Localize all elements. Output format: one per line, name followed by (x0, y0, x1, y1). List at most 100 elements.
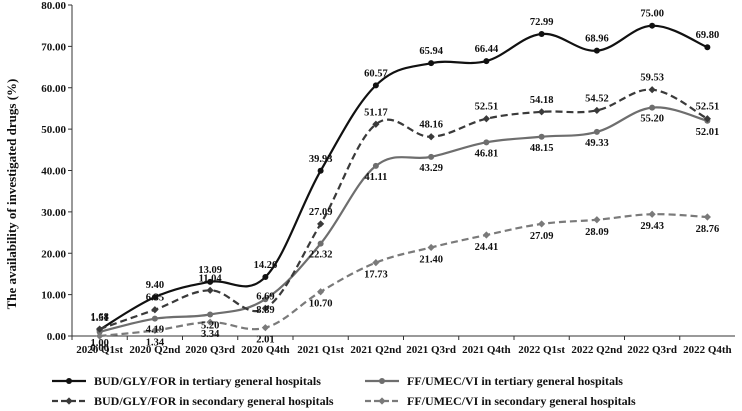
y-tick-label: 70.00 (41, 41, 66, 53)
series-2-point (151, 315, 158, 322)
x-tick-label: 2021 Q1st (297, 344, 344, 356)
series-3-point (648, 86, 656, 94)
series-4-point (96, 332, 104, 340)
x-tick-label: 2020 Q4th (241, 344, 290, 356)
y-tick-label: 20.00 (41, 248, 66, 260)
data-label: 21.40 (419, 254, 443, 265)
legend-marker (378, 397, 386, 405)
legend-marker (65, 397, 73, 405)
series-4-point (703, 213, 711, 221)
data-label: 8.89 (256, 305, 274, 316)
series-line-4 (99, 213, 708, 338)
x-axis-ticks: 2020 Q1st 2020 Q2nd 2020 Q3rd 2020 Q4th 2021… (71, 336, 732, 356)
y-tick-label: 40.00 (41, 166, 66, 178)
data-label: 46.81 (475, 148, 499, 159)
data-label: 13.09 (198, 265, 222, 276)
legend-label: FF/UMEC/VI in secondary general hospital… (407, 394, 636, 408)
series-2-point (207, 311, 214, 318)
x-tick-label: 2021 Q4th (462, 344, 511, 356)
series-2-point (262, 296, 269, 303)
data-label: 51.17 (364, 107, 388, 118)
data-label: 49.33 (585, 138, 609, 149)
series-4-point (151, 326, 159, 335)
data-label: 6.69 (256, 291, 274, 302)
series-2-point (372, 162, 379, 169)
data-label: 60.57 (364, 68, 388, 79)
series-1-point (649, 22, 656, 29)
data-label: 10.70 (309, 299, 333, 310)
series-3-point (96, 325, 104, 333)
series-2-point (483, 139, 490, 146)
series-line-2 (99, 106, 708, 333)
legend-label: FF/UMEC/VI in tertiary general hospitals (407, 374, 623, 388)
data-label: 0.00 (90, 343, 108, 354)
series-3-point (427, 133, 435, 141)
x-tick-label: 2021 Q3rd (406, 344, 456, 356)
data-label: 22.32 (309, 250, 333, 261)
data-label: 2.01 (256, 335, 274, 346)
axes (71, 5, 735, 337)
data-label: 48.16 (419, 120, 443, 131)
series-3-point (703, 115, 711, 123)
data-label: 52.01 (696, 127, 720, 138)
series-lines (96, 22, 711, 340)
series-line-3 (99, 88, 708, 331)
series-3-point (482, 115, 490, 123)
data-label: 65.94 (419, 46, 443, 57)
series-2-point (428, 153, 435, 160)
legend: BUD/GLY/FOR in tertiary general hospital… (52, 374, 636, 408)
series-1-point (428, 60, 435, 67)
data-label: 5.20 (201, 320, 219, 331)
series-1-point (593, 47, 600, 54)
legend-label: BUD/GLY/FOR in secondary general hospita… (94, 394, 334, 408)
x-tick-label: 2021 Q2nd (350, 344, 401, 356)
data-label: 1.34 (146, 337, 165, 348)
data-label: 14.26 (254, 260, 278, 271)
data-label: 43.29 (419, 163, 443, 174)
series-1-point (372, 82, 379, 89)
series-4-point (593, 216, 601, 224)
y-tick-label: 50.00 (41, 124, 66, 136)
x-tick-label: 2022 Q3rd (627, 344, 677, 356)
series-4-point (261, 324, 269, 332)
data-label: 24.41 (475, 242, 499, 253)
series-3-point (593, 106, 601, 115)
series-3-point (317, 220, 325, 228)
series-2-point (649, 104, 656, 111)
y-tick-label: 30.00 (41, 207, 66, 219)
x-tick-label: 2022 Q1st (518, 344, 565, 356)
data-label: 1.68 (90, 312, 108, 323)
data-label: 11.04 (199, 273, 223, 284)
legend-marker (379, 378, 385, 384)
x-tick-label: 2022 Q4th (683, 344, 732, 356)
data-label: 55.20 (640, 114, 664, 125)
series-4-point (317, 288, 325, 296)
data-label: 48.15 (530, 143, 554, 154)
series-3-point (206, 286, 214, 294)
series-4-point (427, 243, 435, 252)
series-2-point (538, 133, 545, 140)
data-label: 59.53 (640, 73, 664, 84)
y-tick-label: 10.00 (41, 290, 66, 302)
data-label: 28.09 (585, 227, 609, 238)
series-1-point (483, 58, 490, 65)
data-label: 52.51 (475, 102, 499, 113)
data-label: 27.09 (530, 231, 554, 242)
y-axis-ticks: 0.00 10.00 20.00 30.00 40.00 50.00 60.00 70.00 8… (41, 0, 72, 343)
data-label: 1.00 (90, 338, 108, 349)
series-2-point (317, 240, 324, 247)
x-tick-label: 2020 Q3rd (185, 344, 235, 356)
series-3-point (261, 304, 269, 312)
series-1-point (704, 44, 711, 51)
data-label: 66.44 (475, 44, 499, 55)
series-1-point (207, 278, 214, 285)
data-label: 41.11 (364, 172, 387, 183)
x-tick-label: 2020 Q2nd (129, 344, 180, 356)
legend-marker (66, 378, 72, 384)
data-label: 1.51 (90, 313, 108, 324)
y-tick-label: 0.00 (47, 331, 67, 343)
series-1-point (262, 273, 269, 280)
data-label: 29.43 (640, 221, 664, 232)
y-tick-label: 60.00 (41, 83, 66, 95)
